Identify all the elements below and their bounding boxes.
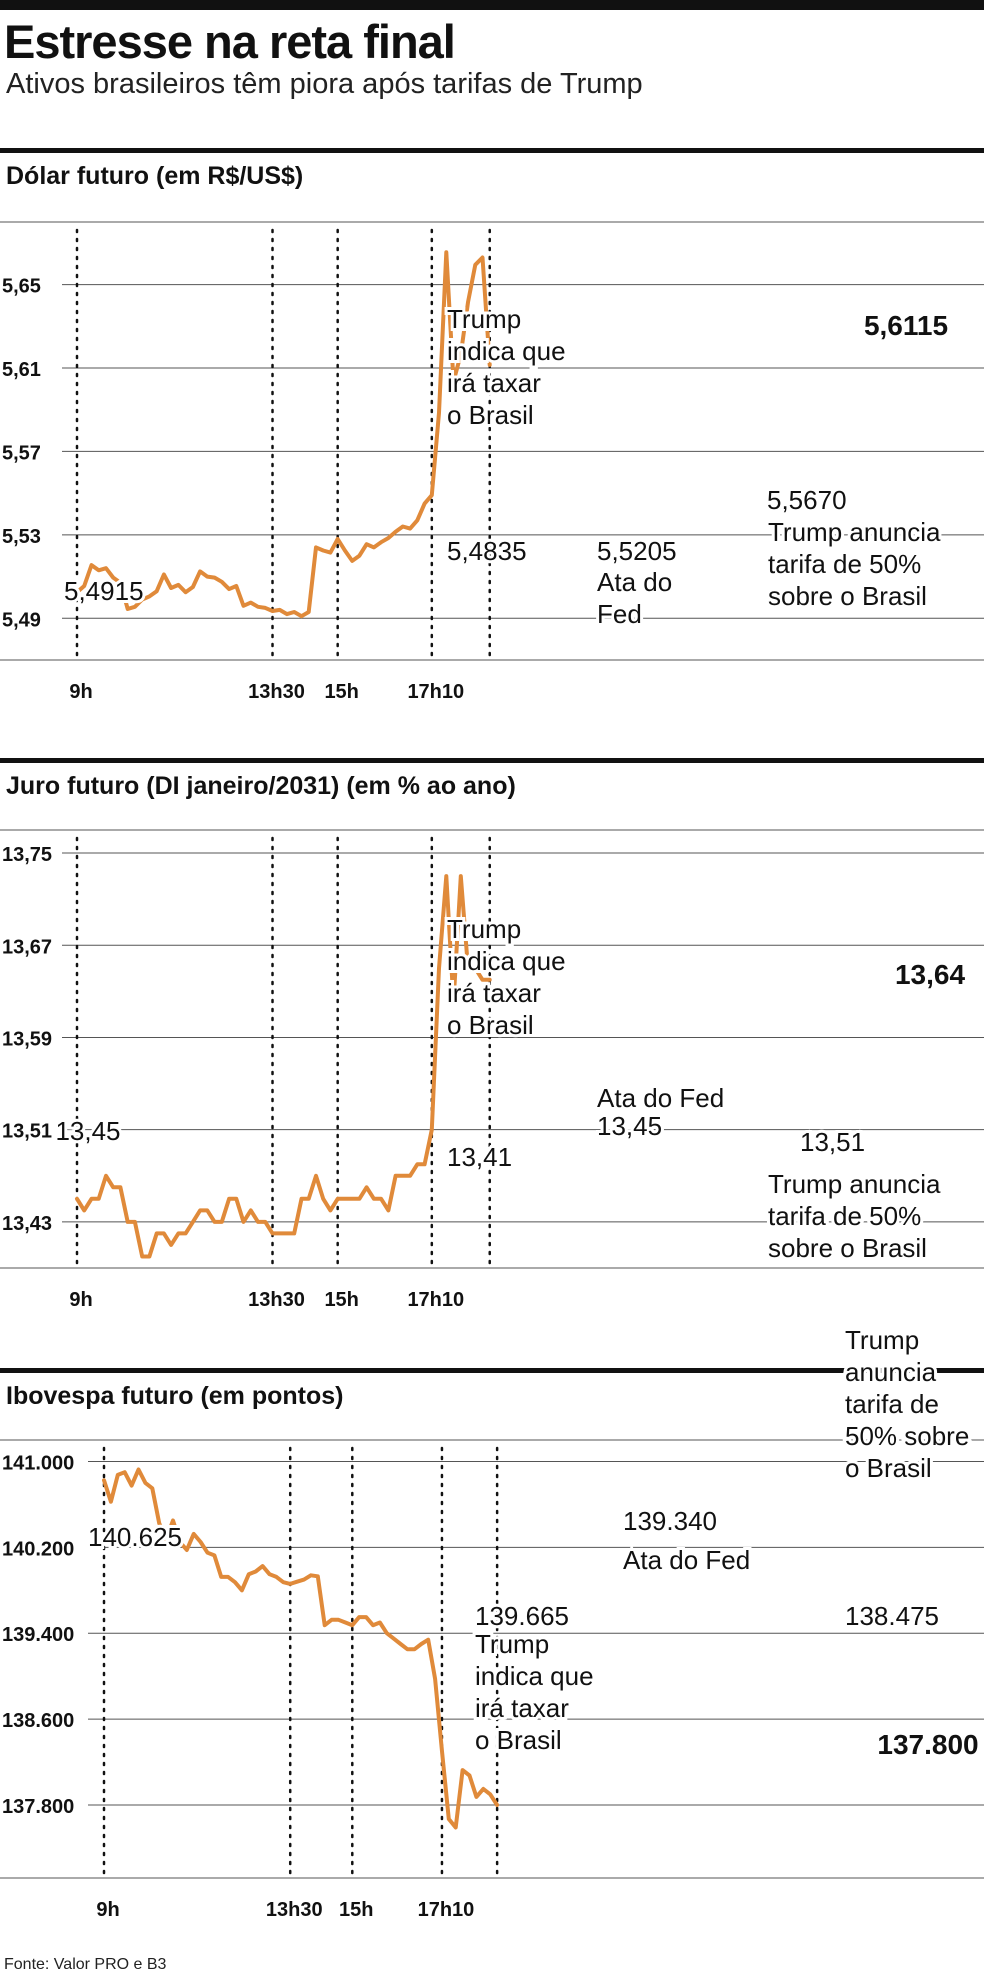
annotation-note: irá taxar: [447, 978, 541, 1008]
annotation-note: sobre o Brasil: [768, 581, 927, 611]
y-tick-label: 5,65: [2, 276, 41, 298]
x-tick-label: 9h: [96, 1899, 119, 1921]
annotation-value: 5,5670: [767, 485, 847, 515]
x-tick-label: 17h10: [407, 681, 464, 703]
annotation-note: Trump: [475, 1629, 549, 1659]
annotation-note: Trump anuncia: [768, 1169, 941, 1199]
final-value-label: 13,64: [895, 959, 965, 990]
chart-title: Dólar futuro (em R$/US$): [6, 162, 303, 190]
y-tick-label: 13,59: [2, 1028, 52, 1050]
annotation-note: o Brasil: [475, 1725, 562, 1755]
annotation-note: tarifa de 50%: [768, 1201, 921, 1231]
annotation-note: Trump: [845, 1325, 919, 1355]
x-tick-label: 13h30: [248, 681, 305, 703]
chart-title: Juro futuro (DI janeiro/2031) (em % ao a…: [6, 772, 516, 800]
annotation-value: 5,4835: [447, 536, 527, 566]
annotation-note: Fed: [597, 599, 642, 629]
chart-panel-1: Dólar futuro (em R$/US$) 5,65 5,61 5,57 5,53…: [0, 148, 984, 703]
source-note: Fonte: Valor PRO e B3: [4, 1956, 167, 1973]
y-tick-label: 13,51: [2, 1121, 52, 1143]
chart-title: Ibovespa futuro (em pontos): [6, 1382, 344, 1410]
annotation-note: indica que: [447, 946, 566, 976]
x-tick-label: 15h: [324, 681, 358, 703]
annotation-note: irá taxar: [447, 368, 541, 398]
y-tick-label: 5,53: [2, 526, 41, 548]
annotation-note: o Brasil: [447, 400, 534, 430]
x-tick-label: 9h: [69, 1289, 92, 1311]
y-tick-label: 13,43: [2, 1213, 52, 1235]
annotation-note: 50% sobre: [845, 1421, 969, 1451]
top-rule: [0, 0, 984, 10]
y-tick-label: 5,49: [2, 609, 41, 631]
chart-panel-2: Juro futuro (DI janeiro/2031) (em % ao a…: [0, 758, 984, 1311]
y-tick-label: 5,61: [2, 359, 41, 381]
annotation-note: irá taxar: [475, 1693, 569, 1723]
annotation-note: Trump: [447, 304, 521, 334]
page-title: Estresse na reta final: [4, 15, 456, 68]
series-line: [75, 874, 492, 1259]
annotation-value: 13,51: [800, 1127, 865, 1157]
annotation-value: 5,4915: [64, 576, 144, 606]
annotation-note: Trump anuncia: [768, 517, 941, 547]
annotation-value: 138.475: [845, 1601, 939, 1631]
section-rule: [0, 1368, 984, 1373]
annotation-value: 139.340: [623, 1506, 717, 1536]
annotation-note: Ata do Fed: [623, 1545, 750, 1575]
annotation-note: tarifa de: [845, 1389, 939, 1419]
annotation-note: indica que: [447, 336, 566, 366]
annotation-note: tarifa de 50%: [768, 549, 921, 579]
section-rule: [0, 148, 984, 153]
annotation-note: anuncia: [845, 1357, 937, 1387]
annotation-note: Ata do Fed: [597, 1083, 724, 1113]
annotation-note: Ata do: [597, 567, 672, 597]
y-tick-label: 139.400: [2, 1624, 74, 1646]
annotation-value: 140.625: [88, 1522, 182, 1552]
annotation-value: 13,41: [447, 1142, 512, 1172]
annotation-note: Trump: [447, 914, 521, 944]
y-tick-label: 141.000: [2, 1452, 74, 1474]
section-rule: [0, 758, 984, 763]
annotation-value: 5,5205: [597, 536, 677, 566]
series-line: [75, 250, 492, 619]
final-value-label: 137.800: [877, 1729, 978, 1760]
annotation-value: 139.665: [475, 1601, 569, 1631]
annotation-value: 13,45: [55, 1116, 120, 1146]
final-value-label: 5,6115: [864, 310, 948, 341]
y-tick-label: 140.200: [2, 1538, 74, 1560]
series-line: [102, 1467, 500, 1830]
x-tick-label: 17h10: [407, 1289, 464, 1311]
annotation-note: sobre o Brasil: [768, 1233, 927, 1263]
x-tick-label: 15h: [339, 1899, 373, 1921]
y-tick-label: 13,67: [2, 936, 52, 958]
x-tick-label: 15h: [324, 1289, 358, 1311]
page-subtitle: Ativos brasileiros têm piora após tarifa…: [6, 68, 643, 100]
annotation-note: indica que: [475, 1661, 594, 1691]
y-tick-label: 137.800: [2, 1796, 74, 1818]
x-tick-label: 13h30: [248, 1289, 305, 1311]
y-tick-label: 13,75: [2, 844, 52, 866]
annotation-note: o Brasil: [845, 1453, 932, 1483]
annotation-note: o Brasil: [447, 1010, 534, 1040]
x-tick-label: 13h30: [266, 1899, 323, 1921]
chart-panel-3: Ibovespa futuro (em pontos) 141.000 140.20…: [0, 1322, 984, 1921]
x-tick-label: 9h: [69, 681, 92, 703]
x-tick-label: 17h10: [418, 1899, 475, 1921]
annotation-value: 13,45: [597, 1111, 662, 1141]
y-tick-label: 138.600: [2, 1710, 74, 1732]
y-tick-label: 5,57: [2, 442, 41, 464]
